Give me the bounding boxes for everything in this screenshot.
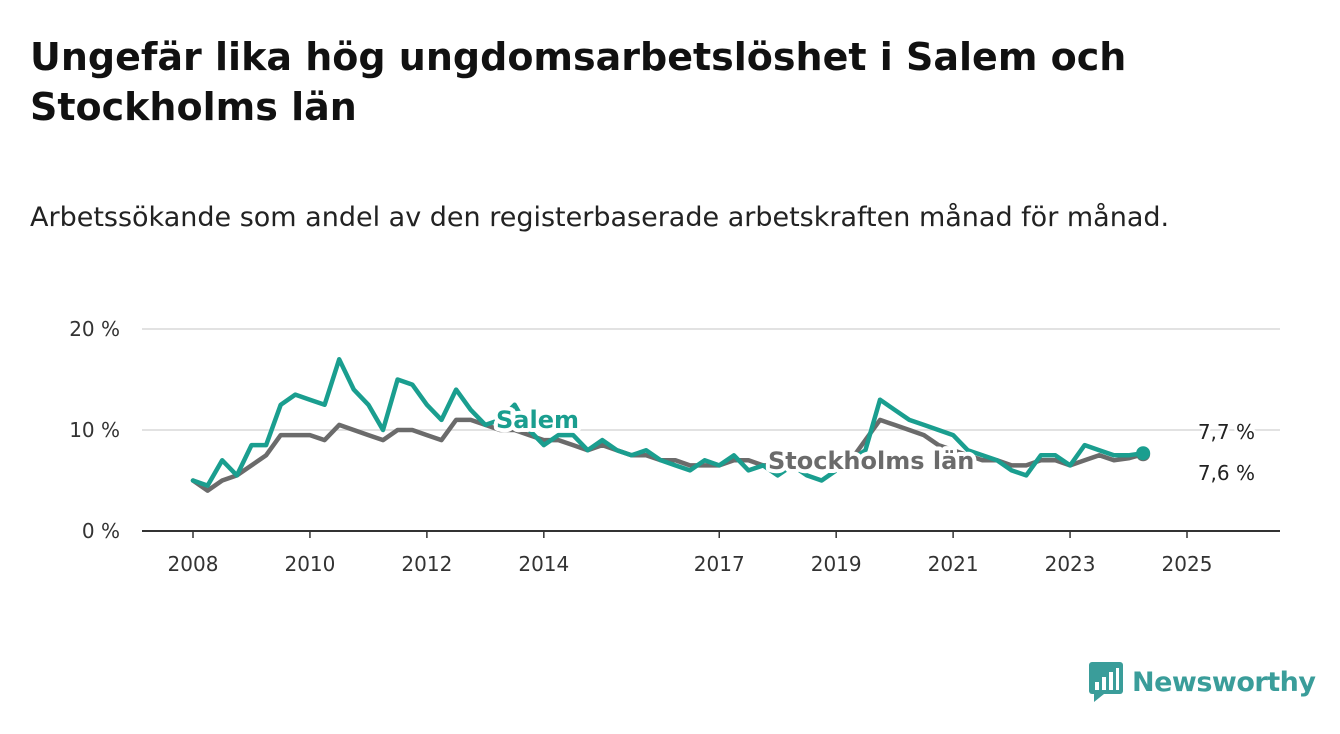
series-line-stockholms-lan — [190, 417, 1146, 493]
x-tick-label: 2025 — [1162, 552, 1213, 576]
x-tick-label: 2021 — [928, 552, 979, 576]
series-line-salem — [190, 357, 1146, 488]
endpoint-dot-salem — [1136, 446, 1151, 461]
x-tick-label: 2014 — [518, 552, 569, 576]
x-tick-label: 2008 — [168, 552, 219, 576]
bar-chart-speech-bubble-icon — [1089, 662, 1123, 702]
series-labels: Salem Stockholms län 7,7 % 7,6 % — [492, 402, 1258, 488]
x-tick-label: 2010 — [284, 552, 335, 576]
newsworthy-logo: Newsworthy — [1088, 660, 1316, 704]
end-value-label-salem: 7,7 % — [1198, 420, 1255, 444]
series-lines — [190, 357, 1151, 493]
gridlines — [142, 328, 1280, 532]
brand-name: Newsworthy — [1132, 666, 1316, 698]
end-value-label-stockholms-lan: 7,6 % — [1198, 461, 1255, 485]
y-tick-label: 0 % — [82, 519, 120, 543]
series-label-stockholms-lan: Stockholms län — [768, 447, 974, 475]
chart-title: Ungefär lika hög ungdomsarbetslöshet i S… — [30, 35, 1127, 129]
x-tick-label: 2023 — [1045, 552, 1096, 576]
x-axis-ticks: 2008 2010 2012 2014 2017 2019 2021 2023 2025 — [168, 531, 1213, 576]
series-label-salem: Salem — [496, 406, 579, 434]
x-tick-label: 2012 — [401, 552, 452, 576]
y-tick-label: 20 % — [69, 317, 120, 341]
x-tick-label: 2019 — [811, 552, 862, 576]
chart-subtitle: Arbetssökande som andel av den registerb… — [30, 202, 1170, 233]
y-tick-label: 10 % — [69, 418, 120, 442]
x-tick-label: 2017 — [694, 552, 745, 576]
y-axis-ticks: 0 % 10 % 20 % — [69, 317, 120, 543]
